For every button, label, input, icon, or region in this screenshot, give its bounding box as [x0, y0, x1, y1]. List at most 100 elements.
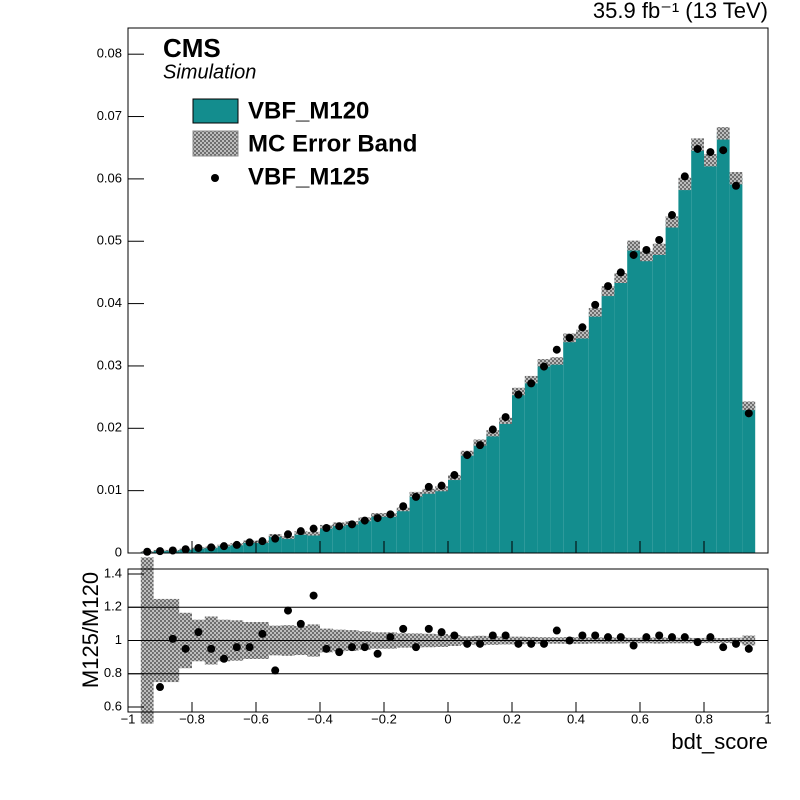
histogram-bar	[409, 494, 423, 553]
ratio-point	[424, 624, 433, 633]
histogram-bar	[627, 245, 640, 554]
histogram-bar	[435, 488, 448, 553]
ratio-point	[706, 633, 715, 642]
histogram-bar	[614, 278, 628, 553]
ratio-point	[309, 591, 318, 600]
y-tick-label: 1.2	[104, 599, 122, 614]
ratio-point	[194, 628, 203, 637]
histogram-bar	[294, 533, 308, 553]
data-point	[565, 333, 574, 342]
error-band	[576, 329, 589, 339]
error-band	[742, 401, 756, 411]
cms-label: CMS	[163, 33, 221, 63]
x-tick-label: −1	[121, 711, 136, 726]
x-tick-label: −0.2	[371, 711, 397, 726]
legend-label: MC Error Band	[248, 130, 417, 157]
plot-area	[140, 127, 756, 556]
data-point	[463, 451, 472, 460]
ratio-point	[501, 631, 510, 640]
data-point	[668, 211, 676, 220]
data-point	[642, 245, 651, 254]
data-point	[194, 544, 203, 553]
ratio-point	[232, 643, 241, 652]
ratio-point	[284, 606, 292, 615]
data-point	[424, 482, 433, 491]
y-tick-label: 1	[115, 632, 122, 647]
ratio-point	[604, 633, 612, 642]
ratio-point	[156, 683, 164, 692]
ratio-point	[245, 643, 254, 652]
error-band	[627, 240, 640, 251]
histogram-bar	[460, 453, 474, 553]
data-point	[348, 520, 356, 529]
ratio-point	[642, 633, 651, 642]
histogram-bar	[332, 524, 346, 553]
error-band	[729, 172, 743, 185]
ratio-point	[220, 654, 228, 663]
histogram-bar	[358, 519, 372, 553]
histogram-bar	[512, 391, 525, 553]
error-band	[422, 488, 436, 494]
data-point	[386, 510, 395, 519]
data-point	[732, 181, 740, 190]
error-band	[601, 286, 615, 297]
ratio-point	[565, 636, 574, 645]
ratio-point	[373, 649, 382, 658]
histogram-bar	[742, 405, 756, 553]
legend-swatch	[192, 130, 239, 157]
histogram-bar	[537, 362, 551, 553]
ratio-point	[488, 631, 497, 640]
y-tick-label: 0	[115, 544, 122, 559]
error-band	[307, 531, 320, 536]
histogram-bar	[524, 379, 538, 553]
ratio-point	[296, 619, 305, 628]
data-point	[629, 250, 638, 259]
ratio-point	[412, 643, 420, 652]
ratio-point	[527, 639, 536, 648]
simulation-label: Simulation	[163, 61, 256, 83]
data-point	[604, 282, 612, 291]
y-tick-label: 0.03	[97, 357, 122, 372]
ratio-point	[450, 631, 459, 640]
data-point	[540, 362, 548, 371]
x-tick-label: −0.6	[243, 711, 269, 726]
error-band	[550, 357, 564, 365]
y-tick-label: 0.6	[104, 698, 122, 713]
data-point	[744, 409, 753, 418]
data-point	[450, 471, 459, 480]
ratio-point	[463, 639, 472, 648]
histogram-bar	[384, 514, 397, 553]
ratio-point	[360, 643, 369, 652]
data-point	[655, 235, 664, 244]
data-point	[245, 538, 254, 547]
y-axis-label: M125/M120	[78, 572, 103, 688]
ratio-point	[591, 631, 600, 640]
ratio-point	[540, 639, 548, 648]
ratio-point	[348, 643, 356, 652]
histogram-bar	[563, 337, 576, 553]
ratio-point	[578, 631, 587, 640]
histogram-bar	[243, 541, 256, 553]
x-tick-label: 0.8	[695, 711, 713, 726]
y-tick-label: 0.08	[97, 46, 122, 61]
histogram-bar	[473, 442, 487, 553]
data-point	[680, 172, 689, 181]
data-point	[437, 481, 446, 490]
ratio-point	[399, 624, 408, 633]
y-tick-label: 0.04	[97, 295, 122, 310]
data-point	[143, 547, 152, 556]
ratio-point	[386, 633, 395, 642]
histogram-bar	[281, 537, 295, 553]
data-point	[476, 441, 484, 450]
data-point	[271, 534, 280, 543]
histogram-bar	[307, 533, 320, 553]
histogram-bar	[729, 178, 743, 554]
data-point	[412, 492, 420, 501]
ratio-point	[258, 629, 267, 638]
ratio-point	[271, 666, 280, 675]
data-point	[399, 502, 408, 511]
legend: VBF_M120 MC Error Band VBF_M125	[192, 97, 417, 190]
data-point	[207, 543, 216, 552]
histogram-bar	[576, 334, 589, 553]
